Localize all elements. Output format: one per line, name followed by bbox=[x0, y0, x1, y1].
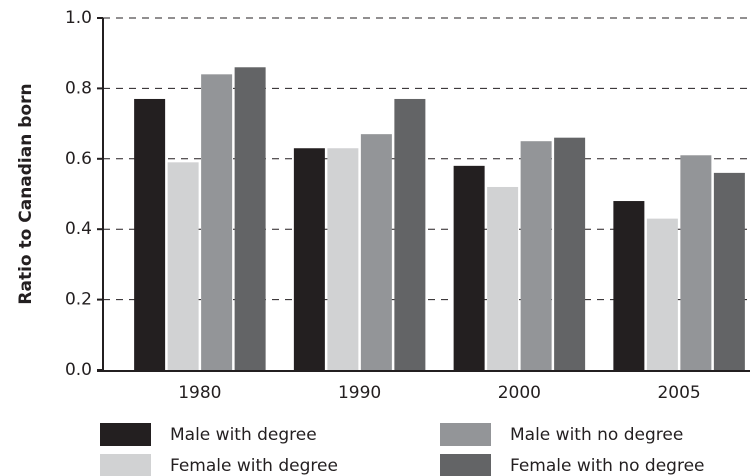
x-tick-label: 2005 bbox=[657, 383, 700, 403]
bar bbox=[293, 148, 325, 370]
bar bbox=[134, 98, 166, 371]
legend-swatch bbox=[440, 423, 491, 446]
bar bbox=[646, 218, 678, 370]
bar bbox=[327, 148, 359, 370]
bar bbox=[613, 201, 645, 370]
legend-label: Male with degree bbox=[170, 425, 317, 445]
bar bbox=[680, 155, 712, 370]
legend-swatch bbox=[100, 423, 151, 446]
bar bbox=[487, 186, 519, 370]
y-tick-label: 0.0 bbox=[65, 360, 92, 380]
bar bbox=[453, 165, 485, 370]
legend-swatch bbox=[100, 454, 151, 476]
bar bbox=[167, 162, 199, 370]
y-tick-label: 0.8 bbox=[65, 78, 92, 98]
legend-swatch bbox=[440, 454, 491, 476]
bar bbox=[394, 98, 426, 371]
x-tick-label: 2000 bbox=[498, 383, 541, 403]
y-tick-label: 0.2 bbox=[65, 290, 92, 310]
y-axis-label: Ratio to Canadian born bbox=[16, 83, 36, 304]
y-tick-label: 0.4 bbox=[65, 219, 92, 239]
bar bbox=[554, 137, 586, 370]
legend-label: Female with no degree bbox=[510, 456, 705, 476]
bar bbox=[360, 134, 392, 370]
bar bbox=[201, 74, 233, 370]
x-tick-label: 1980 bbox=[178, 383, 221, 403]
bar bbox=[520, 141, 552, 370]
bar bbox=[713, 172, 745, 370]
bar bbox=[234, 67, 266, 370]
legend-label: Female with degree bbox=[170, 456, 338, 476]
x-tick-label: 1990 bbox=[338, 383, 381, 403]
y-tick-label: 1.0 bbox=[65, 8, 92, 28]
legend-label: Male with no degree bbox=[510, 425, 683, 445]
y-tick-label: 0.6 bbox=[65, 149, 92, 169]
